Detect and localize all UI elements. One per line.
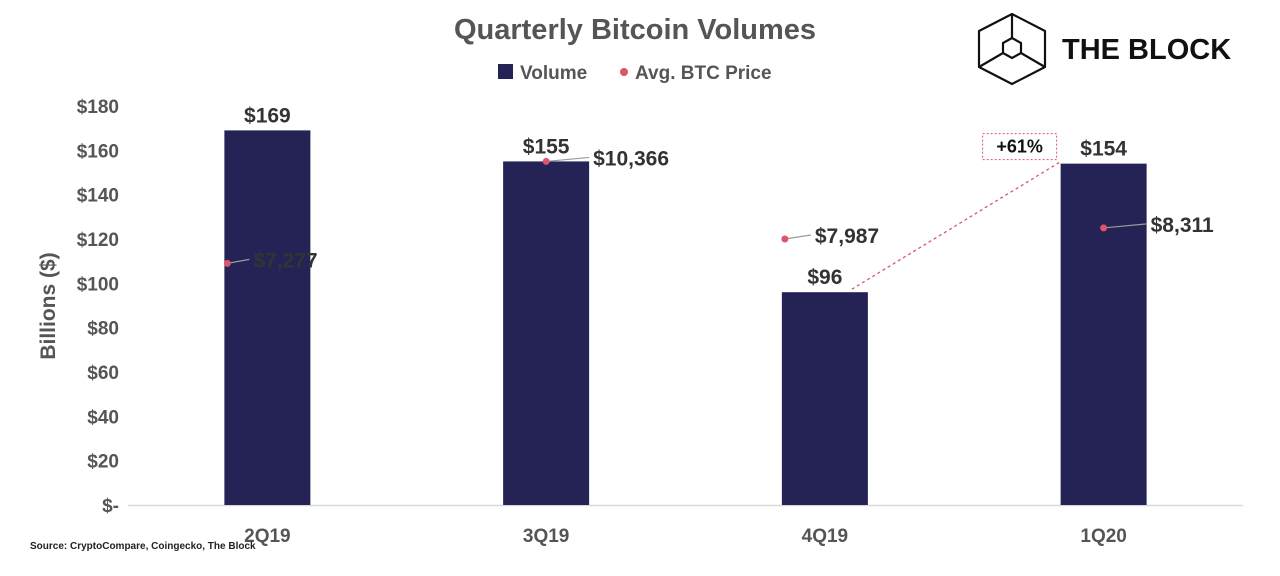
y-tick-label: $100 <box>77 274 119 295</box>
volume-bar-label: $169 <box>244 104 291 127</box>
cube-outline-icon <box>977 12 1047 86</box>
y-tick-label: $160 <box>77 141 119 162</box>
volume-bar-label: $96 <box>807 266 842 289</box>
legend-label-price: Avg. BTC Price <box>635 63 772 84</box>
volume-bar <box>1060 163 1147 505</box>
x-tick-label: 4Q19 <box>802 526 848 547</box>
legend: Volume Avg. BTC Price <box>498 63 772 84</box>
legend-label-volume: Volume <box>520 63 587 84</box>
price-label: $7,277 <box>253 249 317 272</box>
growth-label-box <box>982 133 1058 161</box>
volume-bar-labels: $169 $155 $96 $154 <box>244 104 1127 289</box>
annotations: +61% <box>851 133 1061 290</box>
y-axis-title: Billions ($) <box>37 252 60 359</box>
price-point <box>781 235 789 243</box>
x-axis-ticks: 2Q19 3Q19 4Q19 1Q20 <box>244 526 1127 547</box>
price-leader-line <box>546 156 590 163</box>
price-point <box>223 259 231 267</box>
y-tick-label: $40 <box>87 407 119 428</box>
brand-logo: THE BLOCK <box>977 12 1231 86</box>
growth-connector-line <box>851 161 1061 290</box>
price-point <box>542 157 550 165</box>
y-tick-label: $60 <box>87 363 119 384</box>
price-point <box>1100 224 1108 232</box>
x-tick-label: 3Q19 <box>523 526 569 547</box>
price-label: $8,311 <box>1151 214 1214 237</box>
brand-name: THE BLOCK <box>1062 34 1231 66</box>
price-label: $10,366 <box>593 147 669 170</box>
growth-label: +61% <box>996 137 1043 157</box>
price-leader-line <box>1103 223 1147 229</box>
price-leader-line <box>784 234 811 240</box>
x-tick-label: 2Q19 <box>244 526 290 547</box>
y-tick-label: $140 <box>77 186 119 207</box>
volume-bar <box>503 161 590 505</box>
x-tick-label: 1Q20 <box>1080 526 1126 547</box>
y-tick-label: $180 <box>77 97 119 118</box>
y-tick-label: $20 <box>87 452 119 473</box>
y-tick-label: $120 <box>77 230 119 251</box>
chart-title: Quarterly Bitcoin Volumes <box>454 14 816 46</box>
volume-bar-label: $154 <box>1080 138 1127 161</box>
y-tick-label: $- <box>102 496 119 517</box>
price-leader-line <box>227 258 250 264</box>
price-points: $7,277 $10,366 $7,987 $8,311 <box>223 147 1214 272</box>
y-axis-ticks: $- $20 $40 $60 $80 $100 $120 $140 $160 $180 <box>77 97 119 517</box>
legend-swatch-volume <box>498 64 513 79</box>
y-tick-label: $80 <box>87 319 119 340</box>
source-note: Source: CryptoCompare, Coingecko, The Bl… <box>30 541 256 552</box>
price-label: $7,987 <box>815 225 879 248</box>
volume-bar <box>224 130 311 505</box>
legend-swatch-price <box>620 68 628 76</box>
volume-bar <box>781 292 868 505</box>
volume-bar-label: $155 <box>523 135 570 158</box>
volume-bars <box>224 130 1147 505</box>
